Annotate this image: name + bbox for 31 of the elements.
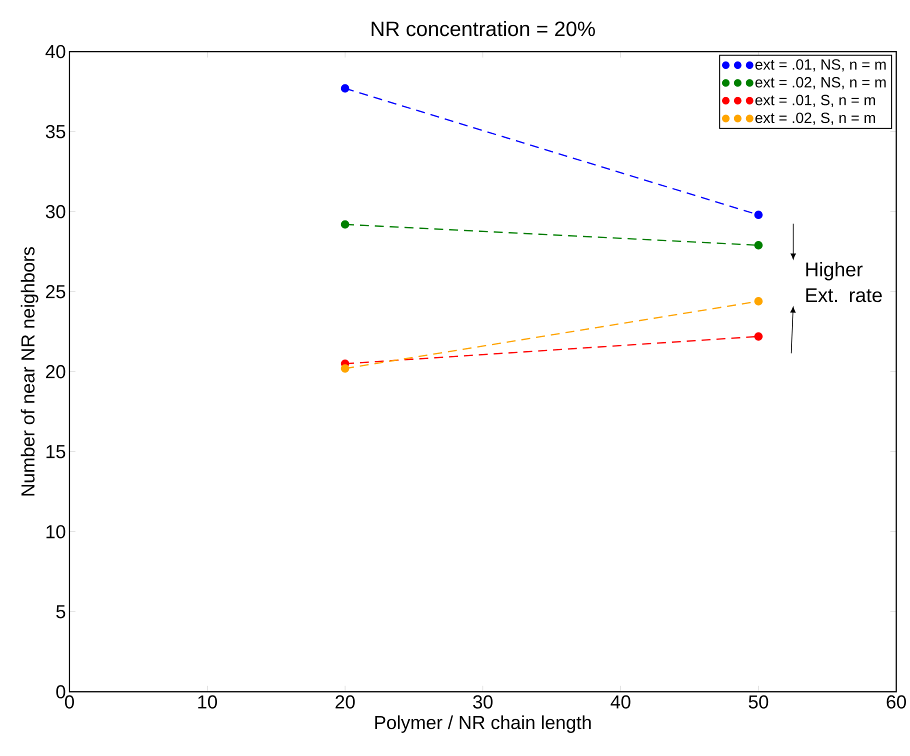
- y-tick-label: 15: [46, 445, 66, 458]
- y-tick-label: 0: [56, 684, 66, 698]
- legend-label: ext = .02, NS, n = m: [755, 76, 886, 90]
- x-tick-label: 50: [748, 695, 768, 708]
- x-axis-title: Polymer / NR chain length: [375, 715, 591, 733]
- legend-label: ext = .01, S, n = m: [755, 94, 875, 107]
- point: [340, 84, 350, 92]
- point: [754, 296, 763, 306]
- y-tick-label: 30: [46, 204, 66, 218]
- chart-title: NR concentration = 20%: [372, 20, 595, 36]
- x-tick-label: 10: [198, 695, 217, 708]
- point: [754, 210, 763, 219]
- y-tick-label: 25: [46, 284, 66, 298]
- legend-label: ext = .02, S, n = m: [755, 112, 875, 125]
- y-tick-label: 40: [46, 44, 66, 58]
- y-axis-title: Number of near NR neighbors: [20, 246, 38, 496]
- legend-label: ext = .01, NS, n = m: [755, 59, 886, 72]
- y-tick-label: 35: [46, 124, 66, 138]
- x-tick-label: 40: [610, 695, 630, 708]
- point: [340, 220, 350, 229]
- y-tick-label: 10: [46, 524, 66, 538]
- point: [340, 364, 350, 373]
- annotation: Higher Ext. rate: [806, 262, 882, 302]
- point: [754, 332, 763, 341]
- point: [754, 240, 763, 250]
- y-tick-label: 20: [46, 364, 66, 378]
- y-tick-label: 5: [56, 605, 66, 618]
- x-tick-label: 20: [336, 695, 355, 708]
- x-tick-label: 0: [64, 695, 74, 708]
- x-tick-label: 30: [473, 695, 493, 708]
- x-tick-label: 60: [886, 695, 906, 708]
